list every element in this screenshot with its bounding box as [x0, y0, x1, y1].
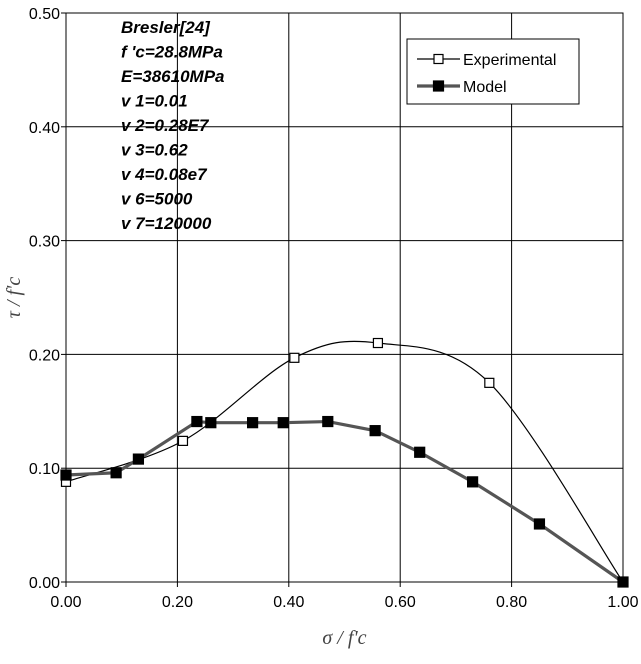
series-line — [65, 340, 624, 583]
x-tick-label: 0.20 — [162, 594, 193, 611]
data-point — [191, 415, 203, 428]
x-axis-label: σ / f'c — [322, 627, 366, 649]
legend-item-experimental: Experimental — [417, 52, 556, 69]
x-tick-label: 0.80 — [496, 594, 527, 611]
annotation-line: E=38610MPa — [121, 67, 225, 86]
x-tick-label: 0.60 — [385, 594, 416, 611]
x-tick-label: 0.40 — [273, 594, 304, 611]
legend-marker — [432, 80, 445, 92]
legend-box — [406, 38, 580, 105]
annotation-line: v 2=0.28E7 — [121, 116, 210, 135]
data-point — [60, 469, 72, 481]
data-point — [322, 415, 334, 428]
series-layer — [60, 337, 629, 588]
data-point — [246, 417, 259, 429]
data-point — [132, 453, 145, 465]
series-line — [65, 419, 624, 584]
annotation-line: v 6=5000 — [121, 190, 193, 209]
data-point — [277, 417, 289, 429]
y-axis-ticks: 0.00 0.10 0.20 0.30 0.40 0.50 — [29, 6, 66, 592]
data-point — [369, 425, 381, 437]
annotation-line: Bresler[24] — [121, 18, 211, 37]
legend-label: Experimental — [463, 52, 556, 69]
annotation-line: v 4=0.08e7 — [121, 165, 208, 184]
y-tick-label: 0.40 — [29, 120, 60, 137]
data-point — [289, 352, 300, 363]
data-point — [110, 467, 122, 479]
plot-frame — [65, 12, 624, 583]
legend-item-model: Model — [417, 79, 507, 96]
data-point — [533, 518, 546, 530]
annotation-line: v 3=0.62 — [121, 141, 188, 160]
series-experimental — [60, 337, 629, 588]
data-point — [205, 417, 217, 429]
annotations: Bresler[24] f 'c=28.8MPa E=38610MPa v 1=0.0… — [121, 18, 225, 233]
x-tick-label: 0.00 — [50, 594, 81, 611]
y-tick-label: 0.20 — [29, 347, 60, 364]
data-point — [414, 446, 426, 458]
annotation-line: v 1=0.01 — [121, 92, 188, 111]
legend: Experimental Model — [406, 38, 580, 105]
annotation-line: f 'c=28.8MPa — [121, 43, 223, 62]
x-tick-label: 1.00 — [607, 594, 638, 611]
x-axis-ticks: 0.00 0.20 0.40 0.60 0.80 1.00 — [50, 582, 639, 611]
y-axis-label: τ / f'c — [3, 277, 25, 319]
series-model — [60, 415, 629, 588]
legend-label: Model — [463, 79, 507, 96]
annotation-line: v 7=120000 — [121, 214, 212, 233]
data-point — [372, 337, 384, 349]
y-tick-label: 0.10 — [29, 461, 60, 478]
data-point — [617, 576, 629, 588]
grid — [66, 13, 623, 582]
y-tick-label: 0.00 — [29, 575, 60, 592]
y-tick-label: 0.50 — [29, 6, 60, 23]
legend-marker — [433, 53, 444, 65]
data-point — [467, 476, 479, 488]
data-point — [484, 377, 495, 388]
data-point — [177, 435, 189, 446]
y-tick-label: 0.30 — [29, 234, 60, 251]
